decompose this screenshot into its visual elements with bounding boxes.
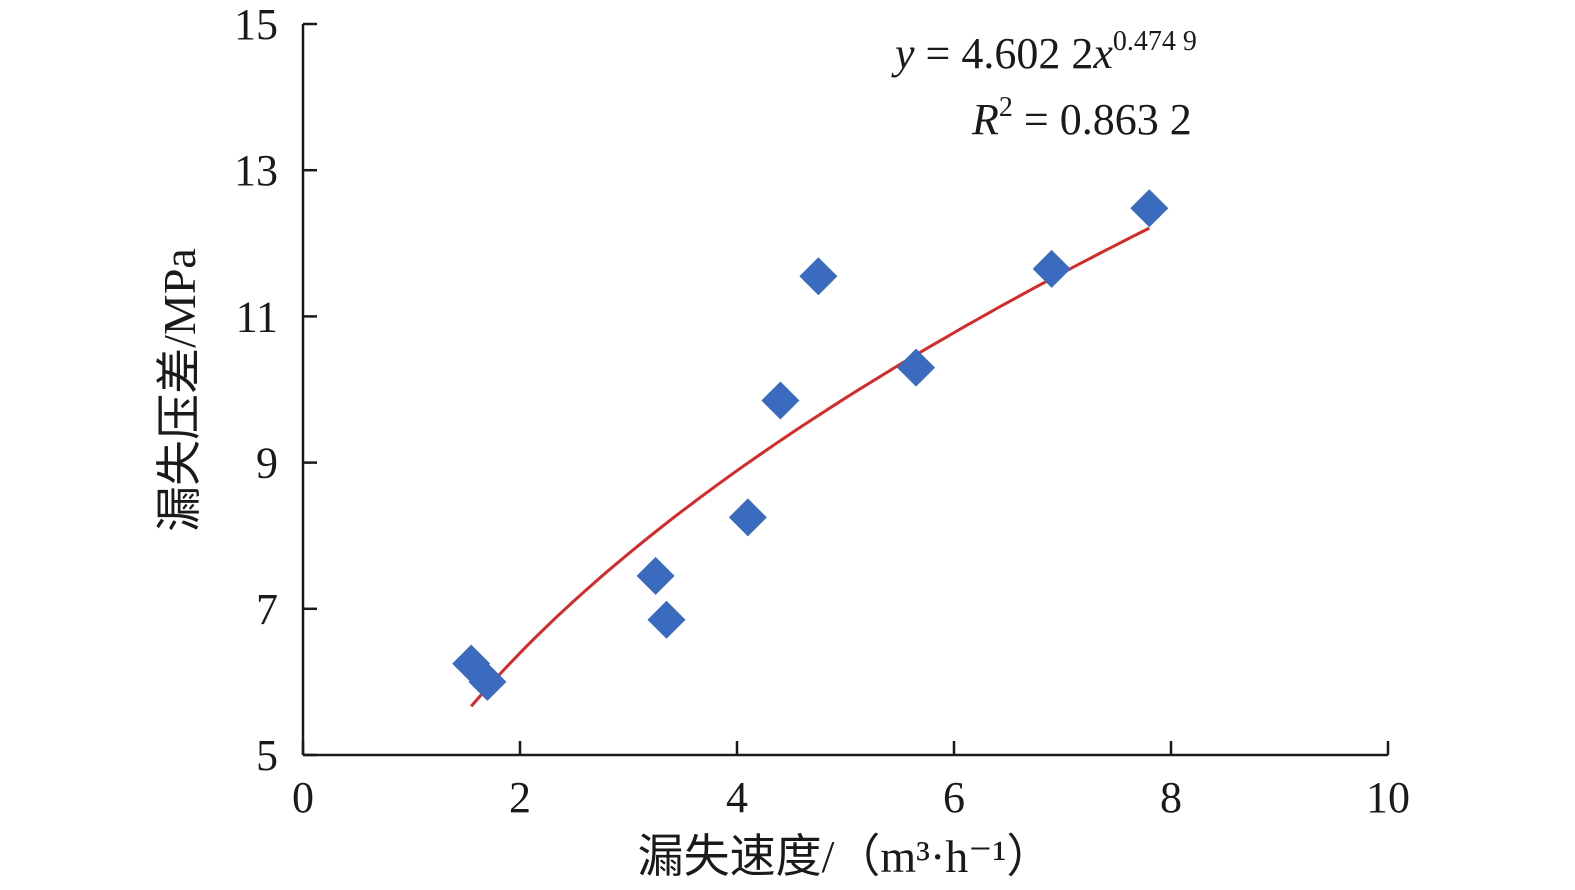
y-tick-label: 5 bbox=[256, 731, 278, 780]
axes bbox=[301, 24, 1388, 757]
x-tick-label: 6 bbox=[943, 773, 965, 822]
data-point bbox=[647, 600, 686, 639]
y-tick-label: 9 bbox=[256, 439, 278, 488]
data-point bbox=[728, 498, 767, 537]
x-tick-label: 10 bbox=[1366, 773, 1410, 822]
y-axis-title: 漏失压差/MPa bbox=[154, 248, 205, 532]
data-point bbox=[1130, 189, 1169, 228]
x-tick-label: 0 bbox=[292, 773, 314, 822]
x-tick-label: 8 bbox=[1160, 773, 1182, 822]
data-point bbox=[636, 556, 675, 595]
data-point bbox=[897, 348, 936, 387]
y-tick-label: 7 bbox=[256, 585, 278, 634]
data-point bbox=[761, 381, 800, 420]
ticks: 0 2 4 6 8 10 5 7 9 11 13 15 bbox=[234, 0, 1410, 822]
data-point bbox=[1032, 249, 1071, 288]
r-squared: R2 = 0.863 2 bbox=[971, 92, 1192, 144]
equation-exponent: 0.474 9 bbox=[1113, 26, 1197, 57]
trendline-group bbox=[470, 226, 1150, 708]
data-point bbox=[468, 662, 507, 701]
equation-y: y bbox=[891, 29, 915, 78]
x-axis-title: 漏失速度/（m³·h⁻¹） bbox=[638, 831, 1053, 882]
equation-x: x bbox=[1092, 29, 1113, 78]
data-point bbox=[799, 257, 838, 296]
data-points bbox=[452, 189, 1169, 701]
equation-mid: = 4.602 2 bbox=[915, 29, 1094, 78]
y-tick-label: 13 bbox=[234, 146, 278, 195]
r2-exponent: 2 bbox=[999, 92, 1013, 123]
r2-value: = 0.863 2 bbox=[1013, 95, 1192, 144]
x-tick-label: 2 bbox=[509, 773, 531, 822]
power-trendline bbox=[470, 226, 1150, 708]
y-tick-label: 11 bbox=[236, 292, 278, 341]
x-tick-label: 4 bbox=[726, 773, 748, 822]
y-tick-label: 15 bbox=[234, 0, 278, 49]
r2-label: R bbox=[971, 95, 999, 144]
trend-equation: y = 4.602 2x0.474 9 bbox=[891, 26, 1197, 78]
